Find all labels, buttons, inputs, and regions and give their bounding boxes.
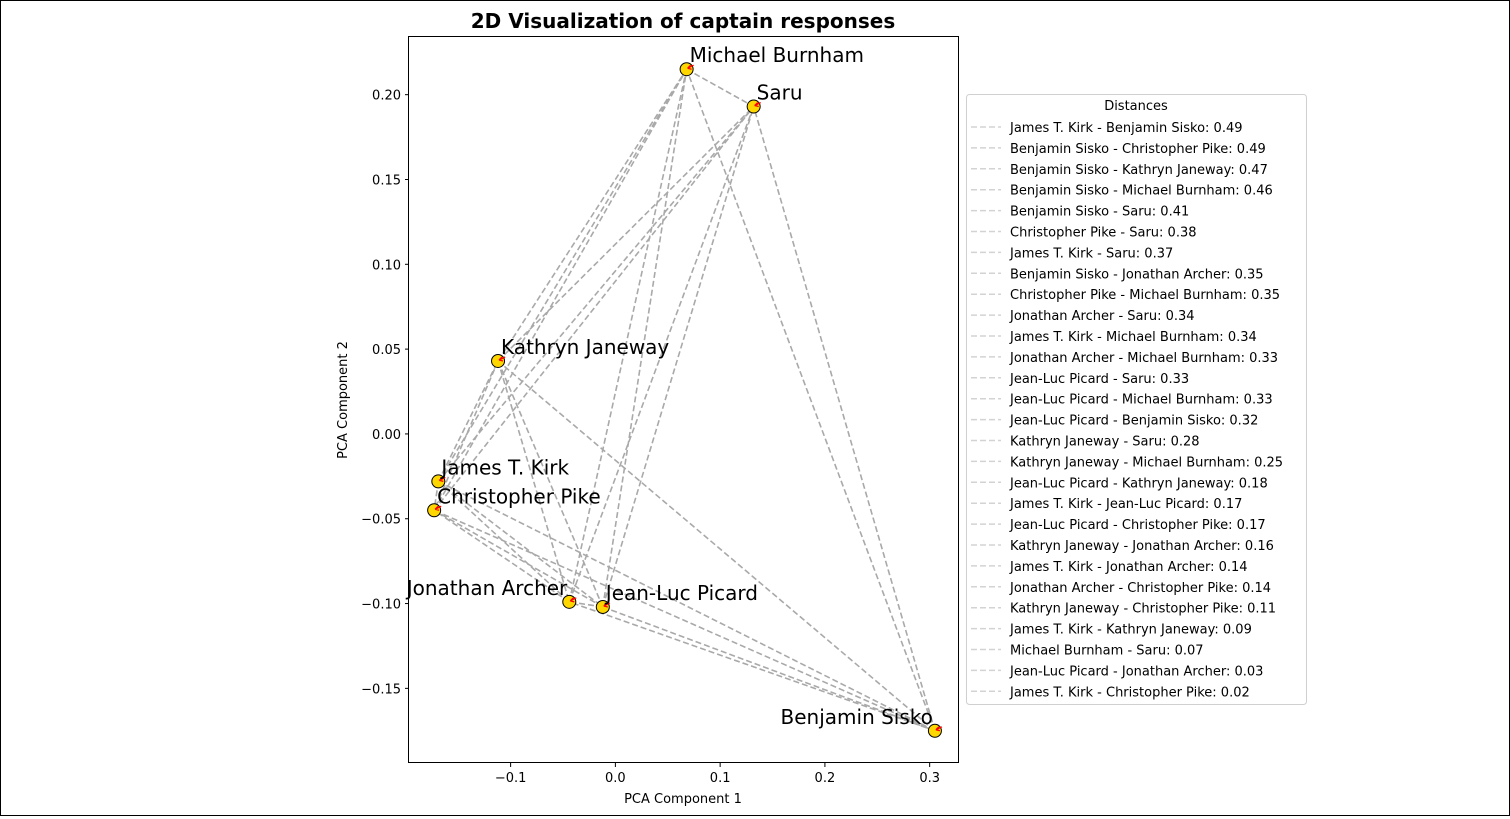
distance-lines: [433, 68, 936, 732]
y-tick-label: 0.15: [372, 173, 401, 188]
legend-entry: Kathryn Janeway - Christopher Pike: 0.11: [1010, 602, 1276, 617]
legend-entry: Jean-Luc Picard - Michael Burnham: 0.33: [1009, 393, 1273, 408]
legend-entry: James T. Kirk - Jean-Luc Picard: 0.17: [1009, 497, 1242, 512]
distance-line: [433, 509, 570, 603]
legend-entry: Jonathan Archer - Saru: 0.34: [1009, 309, 1195, 324]
arrow-marker: [687, 64, 694, 70]
legend-entry: Benjamin Sisko - Michael Burnham: 0.46: [1010, 184, 1273, 199]
x-tick-label: 0.0: [605, 771, 626, 786]
legend-entry: James T. Kirk - Benjamin Sisko: 0.49: [1009, 121, 1243, 136]
y-tick-label: 0.00: [372, 428, 401, 443]
legend-entry: Jean-Luc Picard - Christopher Pike: 0.17: [1009, 518, 1266, 533]
y-ticks: −0.15 −0.10 −0.05 0.00 0.05 0.10 0.15 0.20: [361, 89, 409, 697]
point-label: Benjamin Sisko: [781, 705, 933, 729]
distance-line: [437, 480, 604, 608]
chart-title: 2D Visualization of captain responses: [471, 9, 896, 33]
distance-line: [686, 68, 755, 108]
arrow-marker: [434, 505, 442, 511]
distance-line: [568, 106, 755, 603]
arrow-marker: [569, 597, 577, 603]
y-tick-label: 0.10: [372, 258, 401, 273]
legend-entry: Jean-Luc Picard - Kathryn Janeway: 0.18: [1009, 476, 1268, 491]
x-tick-label: 0.3: [919, 771, 940, 786]
legend-entry: James T. Kirk - Saru: 0.37: [1009, 246, 1173, 261]
distance-line: [497, 360, 936, 732]
distance-line: [602, 69, 688, 608]
legend-entry: Jean-Luc Picard - Saru: 0.33: [1009, 372, 1189, 387]
legend-entry: Kathryn Janeway - Michael Burnham: 0.25: [1010, 455, 1283, 470]
distance-line: [602, 606, 936, 732]
point-label: Jonathan Archer: [405, 576, 568, 600]
distance-line: [433, 509, 936, 732]
legend-entry: Benjamin Sisko - Christopher Pike: 0.49: [1010, 142, 1266, 157]
distance-line: [433, 360, 499, 511]
point-label: James T. Kirk: [439, 455, 569, 479]
x-ticks: −0.1 0.0 0.1 0.2 0.3: [495, 763, 940, 786]
y-tick-label: 0.20: [372, 89, 401, 104]
arrow-marker: [754, 101, 761, 108]
legend-frame: [966, 94, 1307, 705]
legend-entry: Jonathan Archer - Christopher Pike: 0.14: [1009, 581, 1271, 596]
distance-line: [752, 106, 936, 731]
x-tick-label: 0.1: [710, 771, 731, 786]
x-tick-label: −0.1: [495, 771, 527, 786]
y-tick-label: −0.05: [361, 513, 401, 528]
arrow-marker: [498, 356, 506, 362]
distance-line: [437, 360, 499, 482]
point-label: Christopher Pike: [437, 484, 601, 508]
legend-entry: Benjamin Sisko - Kathryn Janeway: 0.47: [1010, 163, 1268, 178]
legend-entry: Christopher Pike - Saru: 0.38: [1010, 226, 1197, 241]
arrow-marker: [603, 602, 611, 608]
legend-entry: James T. Kirk - Jonathan Archer: 0.14: [1009, 560, 1248, 575]
legend-entry: James T. Kirk - Michael Burnham: 0.34: [1009, 330, 1257, 345]
legend-entry: Christopher Pike - Michael Burnham: 0.35: [1010, 288, 1280, 303]
legend-entry: Michael Burnham - Saru: 0.07: [1010, 644, 1204, 659]
distance-line: [437, 68, 688, 482]
point-label: Michael Burnham: [690, 43, 864, 67]
legend-entry: Kathryn Janeway - Jonathan Archer: 0.16: [1010, 539, 1274, 554]
distance-line: [437, 480, 936, 732]
legend-entry: James T. Kirk - Christopher Pike: 0.02: [1009, 685, 1250, 700]
point-label: Saru: [757, 81, 803, 105]
distance-line: [497, 68, 688, 362]
legend-title: Distances: [1104, 99, 1168, 114]
x-tick-label: 0.2: [815, 771, 836, 786]
x-axis-label: PCA Component 1: [624, 792, 742, 807]
legend: Distances James T. Kirk - Benjamin Sisko…: [966, 94, 1307, 705]
distance-line: [497, 360, 571, 603]
arrow-marker: [438, 476, 446, 483]
legend-entry: Jean-Luc Picard - Jonathan Archer: 0.03: [1009, 664, 1263, 679]
arrow-marker: [935, 726, 943, 732]
y-tick-label: 0.05: [372, 343, 401, 358]
distance-line: [433, 509, 604, 608]
distance-line: [602, 106, 755, 608]
legend-entry: Benjamin Sisko - Jonathan Archer: 0.35: [1010, 267, 1264, 282]
legend-entry: Jonathan Archer - Michael Burnham: 0.33: [1009, 351, 1278, 366]
y-tick-label: −0.10: [361, 598, 401, 613]
y-axis-label: PCA Component 2: [336, 341, 351, 459]
points: Michael Burnham Saru Kathryn Janeway James …: [405, 43, 943, 738]
distance-line: [437, 480, 570, 603]
legend-entry: Kathryn Janeway - Saru: 0.28: [1010, 435, 1200, 450]
plot-area-frame: [408, 36, 959, 763]
distance-line: [437, 106, 755, 482]
legend-entry: James T. Kirk - Kathryn Janeway: 0.09: [1009, 623, 1252, 638]
distance-line: [568, 69, 688, 603]
legend-entry: Jean-Luc Picard - Benjamin Sisko: 0.32: [1009, 414, 1258, 429]
legend-entry: Benjamin Sisko - Saru: 0.41: [1010, 205, 1189, 220]
distance-line: [497, 105, 755, 362]
distance-line: [685, 68, 936, 732]
distance-line: [569, 601, 936, 732]
point-label: Jean-Luc Picard: [604, 581, 758, 605]
distance-line: [433, 68, 688, 511]
distance-line: [433, 106, 755, 511]
point-label: Kathryn Janeway: [501, 335, 669, 359]
y-tick-label: −0.15: [361, 682, 401, 697]
